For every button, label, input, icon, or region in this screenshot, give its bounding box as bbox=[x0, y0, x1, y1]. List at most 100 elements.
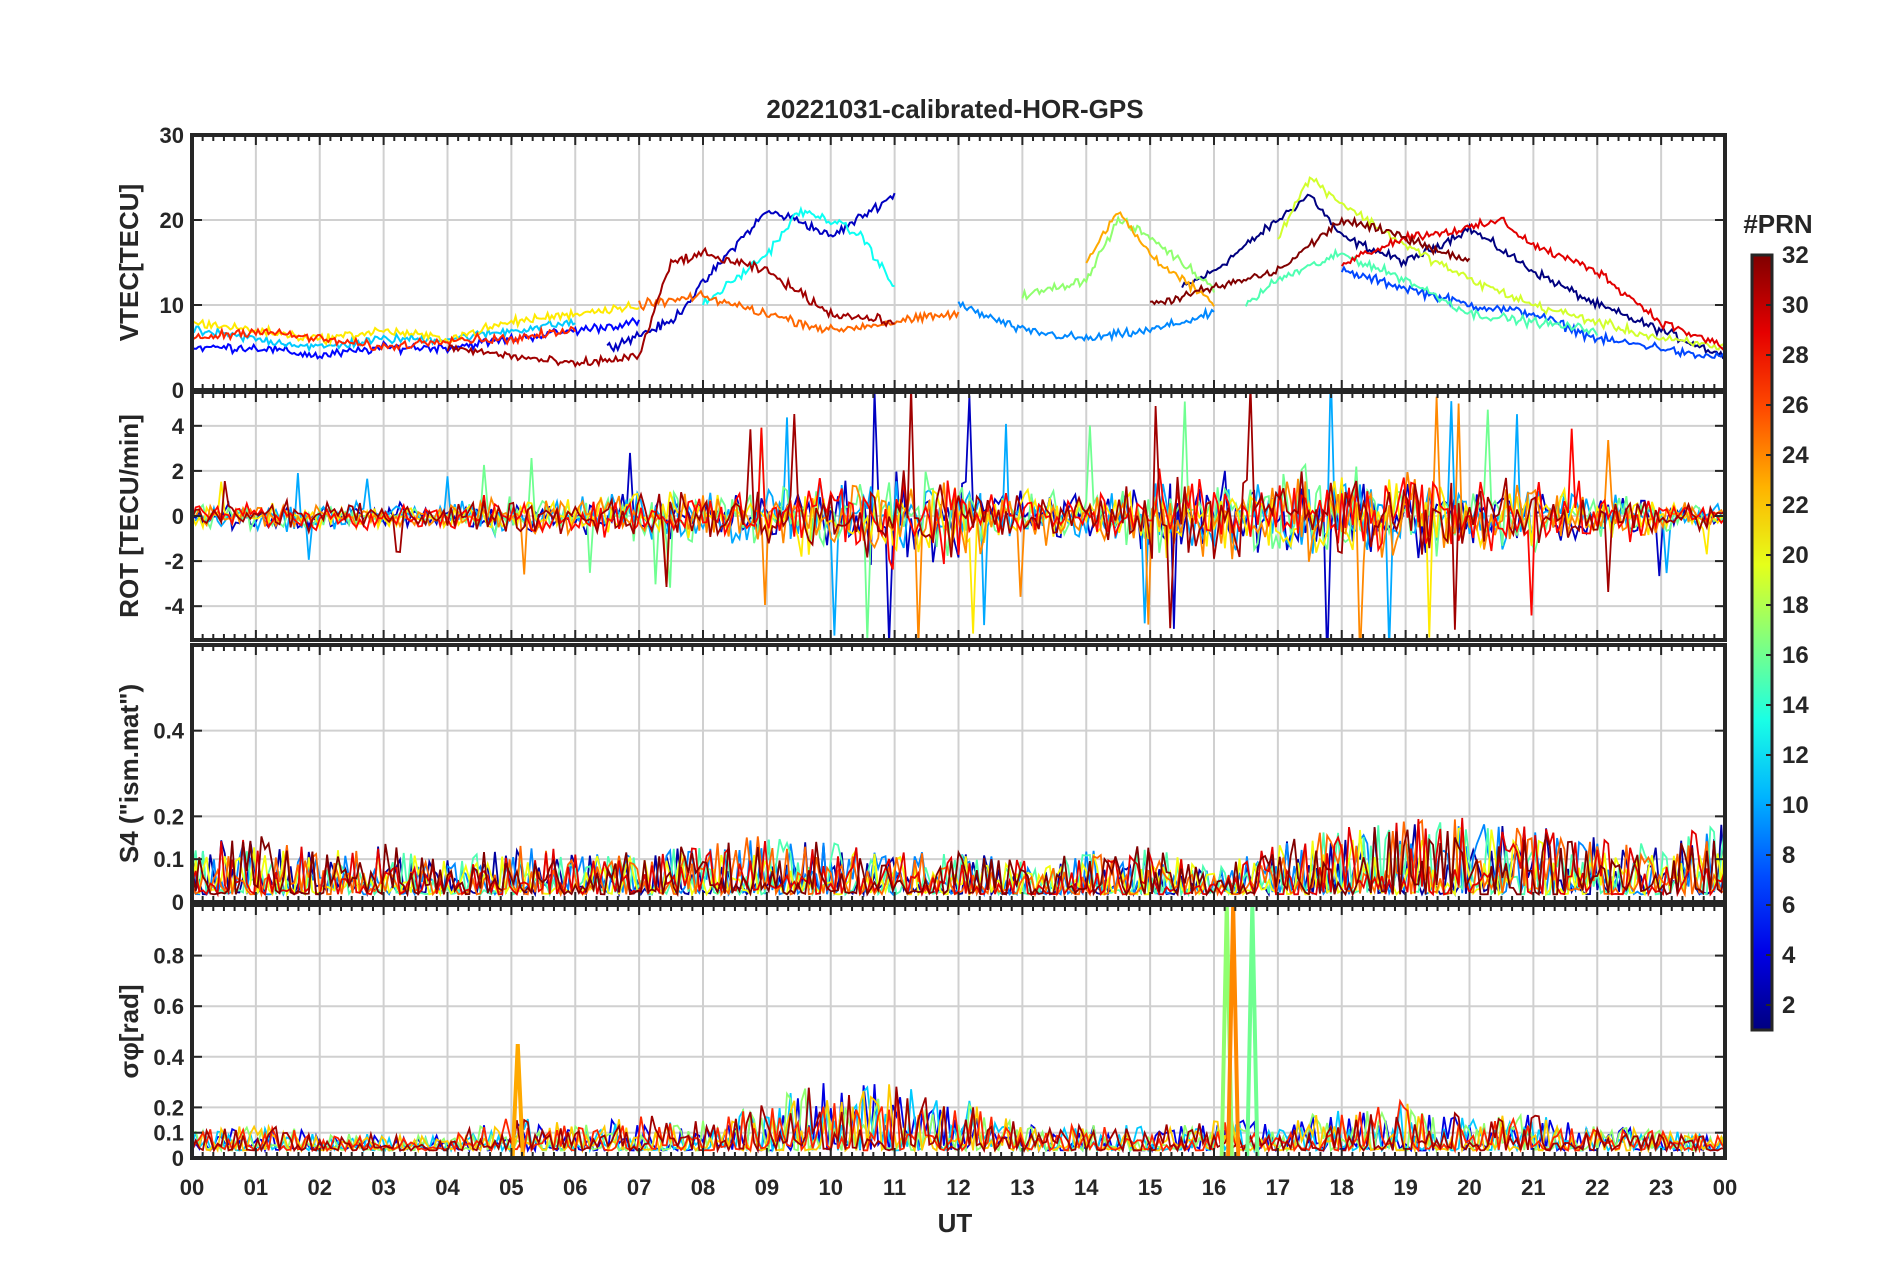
y-tick-label: 20 bbox=[160, 208, 184, 233]
x-ticks bbox=[191, 135, 1726, 390]
vtec-series-prn-1 bbox=[1181, 193, 1725, 360]
x-tick-label: 12 bbox=[946, 1175, 970, 1200]
x-tick-label: 05 bbox=[499, 1175, 523, 1200]
rot-ylabel: ROT [TECU/min] bbox=[114, 414, 144, 618]
colorbar-tick-label: 24 bbox=[1782, 442, 1809, 469]
sigma_phi-ylabel: σφ[rad] bbox=[114, 984, 144, 1078]
vtec-series-prn-9 bbox=[957, 300, 1215, 343]
colorbar-tick-label: 8 bbox=[1782, 842, 1795, 869]
vtec-series-prn-32 bbox=[1150, 215, 1471, 306]
vtec-series-prn-25 bbox=[638, 289, 960, 335]
x-tick-label: 11 bbox=[883, 1175, 906, 1200]
y-tick-label: -4 bbox=[164, 594, 184, 619]
y-tick-label: 0 bbox=[172, 504, 184, 529]
vtec-series-group bbox=[192, 176, 1725, 368]
vtec-series-prn-17 bbox=[1021, 214, 1215, 301]
x-tick-label: 08 bbox=[691, 1175, 715, 1200]
s4-ylabel: S4 ("ism.mat") bbox=[114, 684, 144, 863]
y-tick-label: 0.6 bbox=[153, 994, 184, 1019]
colorbar-tick-label: 30 bbox=[1782, 292, 1809, 319]
y-tick-label: 0.2 bbox=[153, 804, 184, 829]
x-tick-label: 09 bbox=[755, 1175, 779, 1200]
x-tick-label: 10 bbox=[819, 1175, 843, 1200]
rot-series-prn-28 bbox=[192, 427, 1725, 616]
colorbar-tick-label: 32 bbox=[1782, 242, 1809, 269]
x-ticks bbox=[191, 392, 1726, 640]
colorbar-tick-label: 18 bbox=[1782, 592, 1809, 619]
y-tick-label: 0 bbox=[172, 890, 184, 915]
x-tick-label: 14 bbox=[1074, 1175, 1099, 1200]
vtec-series-prn-31 bbox=[446, 246, 895, 368]
colorbar-tick-label: 12 bbox=[1782, 742, 1809, 769]
y-tick-label: 2 bbox=[172, 459, 184, 484]
vtec-series-prn-19 bbox=[1277, 176, 1725, 351]
colorbar-tick-label: 4 bbox=[1782, 942, 1796, 969]
x-tick-label: 03 bbox=[371, 1175, 395, 1200]
x-tick-label: 04 bbox=[435, 1175, 460, 1200]
sigma-spike-prn-23 bbox=[510, 1044, 525, 1158]
colorbar-label: #PRN bbox=[1743, 209, 1812, 239]
x-ticks bbox=[191, 905, 1726, 1158]
x-tick-label: 00 bbox=[180, 1175, 204, 1200]
x-axis: 00 01 02 03 04 05 06 07 08 09 10 11 12 13 14 15 16 17 18 19… bbox=[180, 1175, 1737, 1200]
vtec-series-prn-23 bbox=[1085, 211, 1215, 307]
panel-s4: 0 0.1 0.2 0.4 S4 ("ism.mat") bbox=[114, 643, 1727, 915]
x-tick-label: 17 bbox=[1266, 1175, 1290, 1200]
colorbar-gradient bbox=[1750, 253, 1774, 1032]
vtec-ylabel: VTEC[TECU] bbox=[114, 184, 144, 341]
vtec-series-prn-27 bbox=[192, 325, 577, 352]
vtec-series-prn-7 bbox=[1340, 265, 1725, 361]
colorbar-tick-label: 14 bbox=[1782, 692, 1809, 719]
colorbar-tick-label: 2 bbox=[1782, 992, 1795, 1019]
x-axis-label: UT bbox=[938, 1208, 973, 1238]
x-tick-label: 19 bbox=[1393, 1175, 1417, 1200]
vtec-series-prn-13 bbox=[702, 205, 895, 306]
x-tick-label: 21 bbox=[1521, 1175, 1545, 1200]
x-tick-label: 22 bbox=[1585, 1175, 1609, 1200]
y-tick-label: 30 bbox=[160, 123, 184, 148]
vtec-series-prn-21 bbox=[192, 300, 640, 347]
y-tick-label: 0 bbox=[172, 378, 184, 403]
colorbar-tick-label: 16 bbox=[1782, 642, 1809, 669]
x-tick-label: 01 bbox=[244, 1175, 268, 1200]
colorbar-tick-label: 20 bbox=[1782, 542, 1809, 569]
panel-sigma_phi: 00.10.2 0.4 0.6 0.8 σφ[rad] bbox=[114, 903, 1727, 1171]
x-tick-label: 02 bbox=[308, 1175, 332, 1200]
x-tick-label: 13 bbox=[1010, 1175, 1034, 1200]
x-ticks bbox=[191, 645, 1726, 902]
colorbar-tick-label: 10 bbox=[1782, 792, 1809, 819]
x-tick-label: 06 bbox=[563, 1175, 587, 1200]
x-tick-label: 15 bbox=[1138, 1175, 1162, 1200]
y-tick-label: 0.1 bbox=[153, 1121, 184, 1146]
y-tick-label: 0.4 bbox=[153, 1045, 184, 1070]
panel-vtec: 0 10 20 30 VTEC[TECU] bbox=[114, 123, 1727, 403]
y-tick-label: 10 bbox=[160, 293, 184, 318]
s4-series-prn-32 bbox=[192, 827, 1725, 898]
y-tick-label: 0.1 bbox=[153, 847, 184, 872]
panel-rot: -4 -2 0 2 4 ROT [TECU/min] bbox=[114, 390, 1727, 642]
x-tick-label: 20 bbox=[1457, 1175, 1481, 1200]
sigma-spike-prn-16 bbox=[1245, 905, 1260, 1158]
x-tick-label: 18 bbox=[1330, 1175, 1354, 1200]
y-tick-label: 4 bbox=[172, 414, 185, 439]
y-tick-label: 0.8 bbox=[153, 944, 184, 969]
sigma-spike-prn-24 bbox=[1226, 905, 1241, 1158]
colorbar-tick-label: 6 bbox=[1782, 892, 1795, 919]
colorbar-tick-label: 28 bbox=[1782, 342, 1809, 369]
x-tick-label: 00 bbox=[1713, 1175, 1737, 1200]
x-tick-label: 16 bbox=[1202, 1175, 1226, 1200]
y-tick-label: -2 bbox=[164, 549, 184, 574]
x-tick-label: 07 bbox=[627, 1175, 651, 1200]
y-tick-label: 0 bbox=[172, 1146, 184, 1171]
colorbar-tick-label: 22 bbox=[1782, 492, 1809, 519]
vtec-series-prn-15 bbox=[1244, 247, 1599, 337]
y-tick-label: 0.4 bbox=[153, 719, 184, 744]
vtec-series-prn-29 bbox=[1340, 216, 1725, 351]
vtec-series-prn-11 bbox=[192, 317, 576, 353]
x-tick-label: 23 bbox=[1649, 1175, 1673, 1200]
y-tick-label: 0.2 bbox=[153, 1095, 184, 1120]
